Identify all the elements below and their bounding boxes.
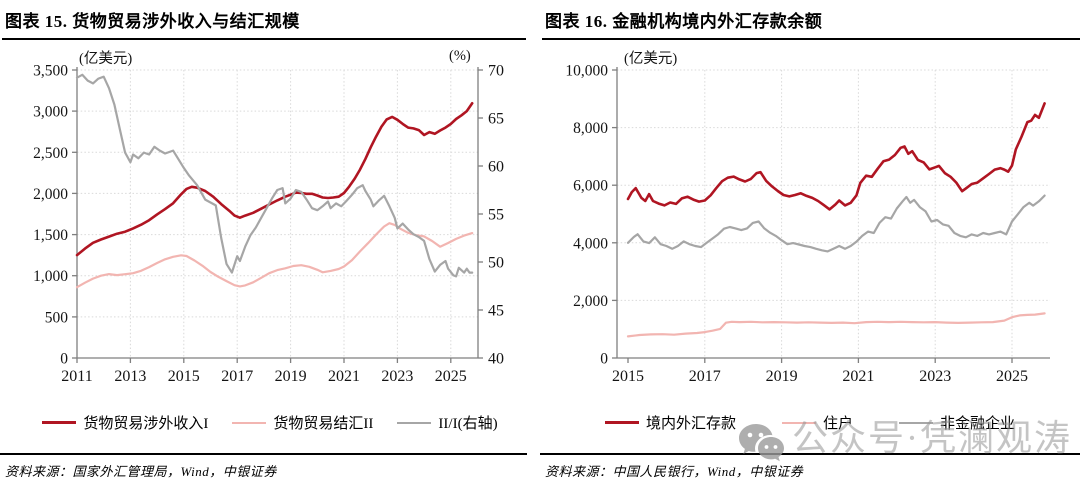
pink-line-swatch <box>781 421 816 424</box>
legend-item: 境内外汇存款 <box>604 412 736 433</box>
svg-text:2011: 2011 <box>61 368 92 385</box>
svg-text:0: 0 <box>60 351 68 368</box>
svg-text:8,000: 8,000 <box>573 120 608 137</box>
svg-text:2019: 2019 <box>766 368 798 385</box>
svg-text:0: 0 <box>600 351 608 368</box>
figure-16-legend: 境内外汇存款 住户 非金融企业 <box>540 412 1080 433</box>
svg-text:2,000: 2,000 <box>573 293 608 310</box>
svg-text:2021: 2021 <box>842 368 874 385</box>
legend-label: 境内外汇存款 <box>645 416 736 432</box>
svg-text:2023: 2023 <box>381 368 413 385</box>
legend-label: 非金融企业 <box>940 416 1016 432</box>
svg-text:40: 40 <box>488 351 504 368</box>
svg-text:2,000: 2,000 <box>33 186 68 203</box>
svg-text:6,000: 6,000 <box>573 178 608 195</box>
figure-16-chart: 2015 2017 2019 2021 2023 2025 0 2,000 4,000 6,000… <box>565 50 1050 385</box>
svg-text:2025: 2025 <box>996 368 1028 385</box>
svg-text:2021: 2021 <box>328 368 360 385</box>
svg-text:70: 70 <box>488 63 504 80</box>
svg-text:2013: 2013 <box>114 368 146 385</box>
svg-text:3,500: 3,500 <box>33 63 68 80</box>
svg-text:2,500: 2,500 <box>33 145 68 162</box>
legend-item: 非金融企业 <box>899 412 1015 433</box>
legend-item: 住户 <box>781 412 853 433</box>
figure-16-panel: 图表 16. 金融机构境内外汇存款余额 2015 2017 2019 2021 2023… <box>540 0 1080 486</box>
legend-label: 住户 <box>822 416 853 432</box>
figure-15-panel: 图表 15. 货物贸易涉外收入与结汇规模 2011 2013 2015 2017 201… <box>0 4 540 480</box>
svg-text:2025: 2025 <box>435 368 467 385</box>
svg-text:3,000: 3,000 <box>33 104 68 121</box>
svg-text:(亿美元): (亿美元) <box>624 50 677 67</box>
svg-text:2019: 2019 <box>275 368 307 385</box>
svg-text:2023: 2023 <box>919 368 951 385</box>
svg-text:500: 500 <box>45 309 69 326</box>
svg-text:2015: 2015 <box>612 368 644 385</box>
svg-text:1,500: 1,500 <box>33 227 68 244</box>
svg-text:55: 55 <box>488 207 504 224</box>
red-line-swatch <box>42 421 77 424</box>
svg-text:10,000: 10,000 <box>565 63 608 80</box>
figure-15-title: 图表 15. 货物贸易涉外收入与结汇规模 <box>2 4 526 40</box>
svg-text:50: 50 <box>488 255 504 272</box>
legend-item: 货物贸易结汇II <box>232 412 373 433</box>
svg-text:2017: 2017 <box>221 368 253 385</box>
svg-text:2017: 2017 <box>689 368 721 385</box>
figure-15-source: 资料来源：国家外汇管理局，Wind，中银证券 <box>0 453 527 480</box>
legend-label: II/I(右轴) <box>438 416 498 432</box>
legend-label: 货物贸易涉外收入I <box>83 416 209 432</box>
figure-15-legend: 货物贸易涉外收入I 货物贸易结汇II II/I(右轴) <box>0 412 540 433</box>
gray-line-swatch <box>899 421 933 424</box>
figure-16-title: 图表 16. 金融机构境内外汇存款余额 <box>542 4 1080 40</box>
svg-text:4,000: 4,000 <box>573 235 608 252</box>
svg-text:45: 45 <box>488 303 504 320</box>
svg-text:2015: 2015 <box>168 368 200 385</box>
svg-text:1,000: 1,000 <box>33 268 68 285</box>
red-line-swatch <box>604 421 639 424</box>
svg-text:(亿美元): (亿美元) <box>79 50 132 67</box>
svg-text:(%): (%) <box>449 48 471 64</box>
svg-text:60: 60 <box>488 159 504 176</box>
legend-label: 货物贸易结汇II <box>273 416 374 432</box>
svg-text:65: 65 <box>488 111 504 128</box>
figure-16-source: 资料来源：中国人民银行，Wind，中银证券 <box>540 453 1080 480</box>
pink-line-swatch <box>232 421 267 424</box>
legend-item: II/I(右轴) <box>397 412 498 433</box>
figure-15-chart: 2011 2013 2015 2017 2019 2021 2023 2025 0 500 1,00… <box>33 48 504 385</box>
legend-item: 货物贸易涉外收入I <box>42 412 208 433</box>
gray-line-swatch <box>397 421 432 424</box>
